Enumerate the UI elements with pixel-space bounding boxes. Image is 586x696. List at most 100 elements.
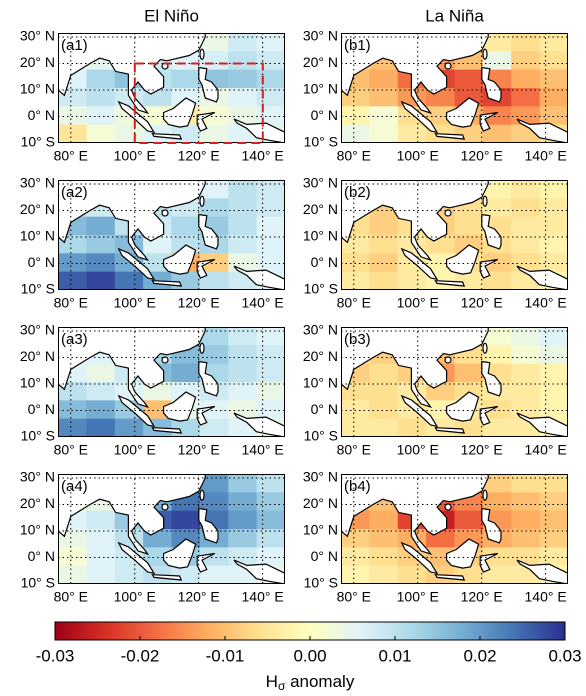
x-tick-label: 80° E <box>54 442 88 458</box>
heat-cell <box>511 198 541 218</box>
heat-cell <box>199 418 229 437</box>
x-tick-label: 100° E <box>397 295 439 311</box>
heat-cell <box>114 271 144 290</box>
y-tick-label: 10° S <box>304 428 338 444</box>
y-tick-label: 10° S <box>304 134 338 150</box>
heat-cell <box>511 51 541 71</box>
heat-cell <box>199 33 229 52</box>
heat-cell <box>539 492 568 512</box>
heat-cell <box>539 51 568 71</box>
heat-cell <box>199 124 229 143</box>
y-tick-label: 10° N <box>303 522 338 538</box>
heat-cell <box>511 33 541 52</box>
heat-cell <box>199 345 229 365</box>
y-tick-label: 0° N <box>28 254 55 270</box>
colorbar-tick-label: 0.03 <box>548 646 581 665</box>
heat-cell <box>86 271 116 290</box>
heat-cell <box>482 271 512 290</box>
heat-cell <box>454 363 484 383</box>
heat-cell <box>454 418 484 437</box>
heat-cell <box>86 400 116 420</box>
panel-label: (a1) <box>61 37 88 54</box>
heat-cell <box>171 216 201 236</box>
heat-cell <box>482 33 512 52</box>
heat-cell <box>482 345 512 365</box>
heat-cell <box>171 271 201 290</box>
heat-cell <box>369 235 399 254</box>
map-panel: (b1) <box>341 33 568 143</box>
heat-cell <box>369 547 399 567</box>
heat-cell <box>539 382 568 401</box>
heat-cell <box>228 235 258 254</box>
heat-cell <box>86 124 116 143</box>
x-tick-label: 120° E <box>461 442 503 458</box>
heat-cell <box>86 565 116 584</box>
y-tick-label: 20° N <box>303 54 338 70</box>
y-tick-label: 10° N <box>303 228 338 244</box>
heat-cell <box>369 88 399 107</box>
label-sub: σ <box>278 679 286 693</box>
heat-cell <box>539 363 568 383</box>
heat-cell <box>511 382 541 401</box>
x-tick-label: 140° E <box>242 295 284 311</box>
heat-cell <box>199 106 229 126</box>
panel-border <box>341 33 568 143</box>
y-tick-label: 10° N <box>20 81 55 97</box>
panel-label: (b4) <box>344 478 371 495</box>
y-tick-label: 10° N <box>20 375 55 391</box>
heat-cell <box>341 418 370 437</box>
heat-cell <box>256 492 285 512</box>
y-tick-label: 0° N <box>28 107 55 123</box>
heat-cell <box>511 363 541 383</box>
heat-cell <box>199 547 229 567</box>
heat-cell <box>341 565 370 584</box>
heat-cell <box>171 363 201 383</box>
x-tick-label: 120° E <box>178 295 220 311</box>
x-tick-label: 80° E <box>337 295 371 311</box>
heat-cell <box>228 382 258 401</box>
panel-label: (b2) <box>344 184 371 201</box>
heat-cell <box>58 271 87 290</box>
heat-cell <box>256 180 285 199</box>
heat-cell <box>58 565 87 584</box>
heat-cell <box>86 418 116 437</box>
y-tick-label: 30° N <box>303 175 338 191</box>
panel-label: (a2) <box>61 184 88 201</box>
y-tick-label: 20° N <box>303 348 338 364</box>
y-tick-label: 10° S <box>21 281 55 297</box>
heat-cell <box>511 474 541 493</box>
heat-cell <box>86 88 116 107</box>
heat-cell <box>256 33 285 52</box>
heat-cell <box>369 382 399 401</box>
map-panel: (a3) <box>58 327 285 437</box>
heat-cell <box>369 418 399 437</box>
y-tick-label: 10° S <box>304 575 338 591</box>
x-tick-label: 100° E <box>114 442 156 458</box>
panel-label: (a3) <box>61 331 88 348</box>
x-tick-label: 80° E <box>337 148 371 164</box>
x-tick-label: 100° E <box>114 589 156 605</box>
y-tick-label: 0° N <box>311 401 338 417</box>
heat-cell <box>228 474 258 493</box>
y-tick-label: 10° N <box>303 81 338 97</box>
colorbar-tick-label: 0.01 <box>378 646 411 665</box>
heat-cell <box>511 345 541 365</box>
y-tick-label: 0° N <box>28 548 55 564</box>
colorbar-tick-label: -0.01 <box>206 646 245 665</box>
colorbar-tick-label: -0.03 <box>36 646 75 665</box>
heat-cell <box>86 547 116 567</box>
map-panel: (b4) <box>341 474 568 584</box>
heat-cell <box>511 492 541 512</box>
heat-cell <box>539 235 568 254</box>
heat-cell <box>454 216 484 236</box>
heat-cell <box>256 51 285 71</box>
y-tick-label: 10° S <box>304 281 338 297</box>
heat-cell <box>199 400 229 420</box>
heat-cell <box>228 180 258 199</box>
heat-cell <box>397 565 427 584</box>
x-tick-label: 100° E <box>114 148 156 164</box>
heat-cell <box>482 400 512 420</box>
heat-cell <box>397 418 427 437</box>
heat-cell <box>341 547 370 567</box>
